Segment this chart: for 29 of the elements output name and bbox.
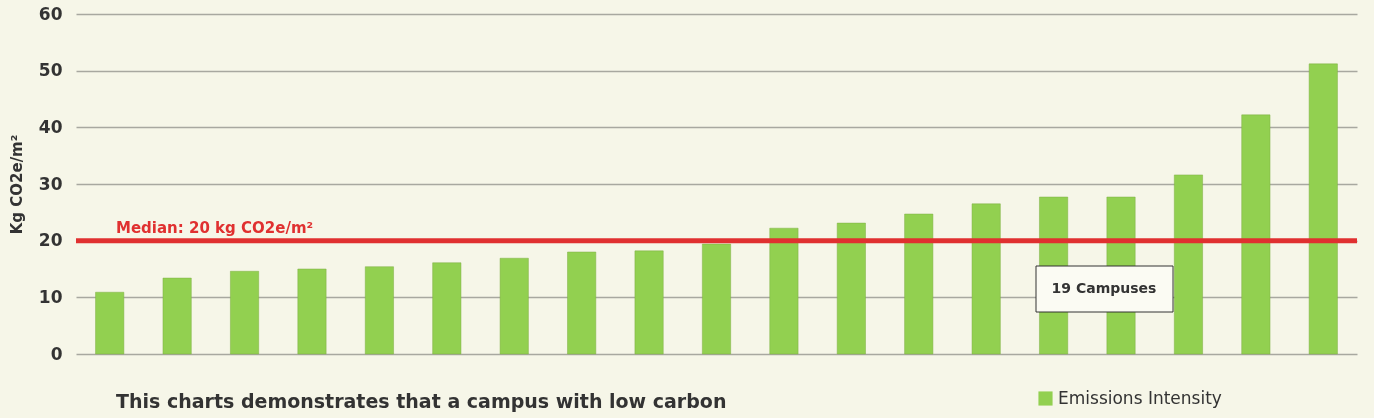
ref-line-label: Median: 20 kg CO2e/m² [116,218,314,237]
bar [769,227,799,355]
legend-label: Emissions Intensity [1058,387,1222,408]
bar [567,251,597,355]
bar [1241,114,1271,355]
bar [364,266,394,355]
bar [432,262,462,355]
y-tick-label: 60 [38,3,63,24]
bar [836,222,866,355]
bar [634,250,664,355]
y-tick-label: 20 [38,230,63,251]
y-tick-label: 50 [38,60,63,81]
bar [95,291,125,355]
y-tick-label: 40 [38,116,63,137]
bar [971,203,1001,355]
bar [702,243,731,355]
bar [162,277,192,355]
bar [1308,63,1338,355]
bar [230,271,259,355]
y-tick-label: 10 [38,286,63,307]
bar [904,213,934,355]
bar [499,257,529,355]
bar [1174,174,1203,355]
text: This charts demonstrates that a campus with low carbon [116,390,727,412]
y-tick-label: 0 [50,343,63,364]
bar [297,268,327,355]
annotation: 19 Campuses [1051,280,1157,296]
y-axis-title: Kg CO2e/m² [7,134,26,235]
y-tick-label: 30 [38,173,63,194]
